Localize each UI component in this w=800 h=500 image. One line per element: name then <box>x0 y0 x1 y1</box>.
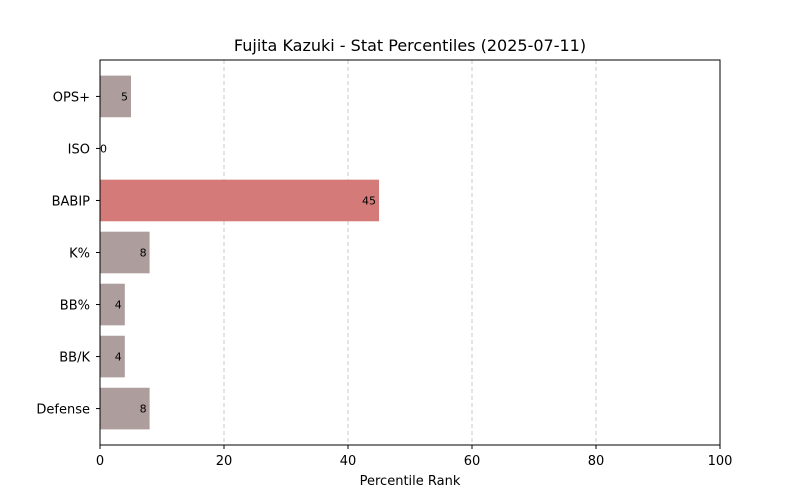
data-label: 4 <box>115 299 122 312</box>
data-label: 4 <box>115 351 122 364</box>
bar-babip <box>100 179 379 222</box>
x-axis-label: Percentile Rank <box>360 474 461 489</box>
y-tick-label: Defense <box>36 403 90 418</box>
y-axis: OPS+ ISO BABIP K% BB% BB/K Defense <box>36 90 100 418</box>
bar-bb- <box>100 283 125 326</box>
chart-title: Fujita Kazuki - Stat Percentiles (2025-0… <box>234 36 586 55</box>
data-labels: 5 0 45 8 4 4 8 <box>100 90 376 415</box>
bar-defense <box>100 387 150 430</box>
bars <box>100 75 379 430</box>
y-tick-label: K% <box>69 247 90 262</box>
bar-k- <box>100 231 150 274</box>
y-tick-label: ISO <box>68 142 90 157</box>
data-label: 0 <box>100 142 107 155</box>
y-tick-label: BB/K <box>59 351 90 366</box>
y-tick-label: BABIP <box>52 194 91 209</box>
x-tick-label: 80 <box>588 454 605 469</box>
x-tick-label: 100 <box>708 454 733 469</box>
x-tick-label: 60 <box>464 454 481 469</box>
x-tick-label: 0 <box>96 454 104 469</box>
bar-ops- <box>100 75 131 118</box>
data-label: 45 <box>362 194 376 207</box>
y-tick-label: BB% <box>60 299 90 314</box>
x-axis: 0 20 40 60 80 100 <box>96 445 733 469</box>
plot-frame <box>99 59 721 446</box>
x-tick-label: 40 <box>340 454 357 469</box>
grid-lines <box>223 60 597 445</box>
bar-bb-k <box>100 335 125 378</box>
data-label: 5 <box>121 90 128 103</box>
x-tick-label: 20 <box>216 454 233 469</box>
data-label: 8 <box>140 403 147 416</box>
y-tick-label: OPS+ <box>53 90 90 105</box>
data-label: 8 <box>140 247 147 260</box>
